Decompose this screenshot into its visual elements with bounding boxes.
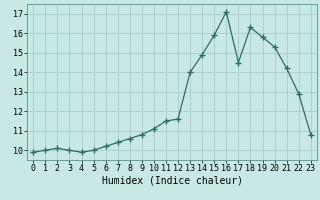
X-axis label: Humidex (Indice chaleur): Humidex (Indice chaleur) bbox=[101, 176, 243, 186]
